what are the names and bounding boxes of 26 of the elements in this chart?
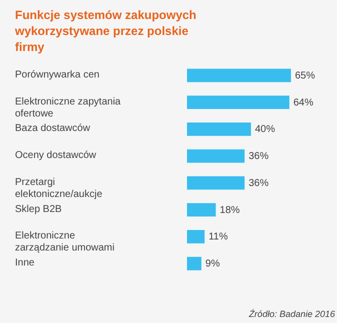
bar — [187, 176, 245, 190]
y-tick-label: Przetargi elektoniczne/aukcje — [15, 176, 103, 200]
y-tick-label: Sklep B2B — [15, 204, 62, 215]
y-tick-label: Inne — [15, 258, 35, 269]
y-tick-label: Elektroniczne zapytania ofertowe — [15, 96, 122, 120]
data-label: 36% — [248, 178, 269, 189]
bar — [187, 203, 216, 217]
bar — [187, 96, 290, 110]
bar — [187, 149, 245, 163]
data-label: 40% — [254, 124, 276, 136]
chart-title: Funkcje systemów zakupowych wykorzystywane przez polskie firmy — [14, 8, 196, 54]
text: Źródło: Badanie 2016 — [248, 309, 335, 319]
data-label: 65% — [294, 70, 316, 82]
y-tick-label: Baza dostawców — [15, 123, 91, 134]
y-tick-label: Porównywarka cen — [15, 69, 100, 80]
bar — [187, 256, 202, 270]
bar — [187, 122, 251, 136]
data-label: 64% — [293, 97, 314, 108]
data-label: 9% — [205, 258, 220, 270]
data-label: 36% — [248, 151, 269, 162]
y-tick-label: Oceny dostawców — [15, 150, 97, 162]
y-tick-label: Elektroniczne zarządzanie umowami — [15, 230, 114, 254]
bar — [187, 68, 291, 82]
data-label: 18% — [220, 204, 240, 216]
data-label: 11% — [208, 232, 228, 243]
bar — [187, 230, 205, 244]
